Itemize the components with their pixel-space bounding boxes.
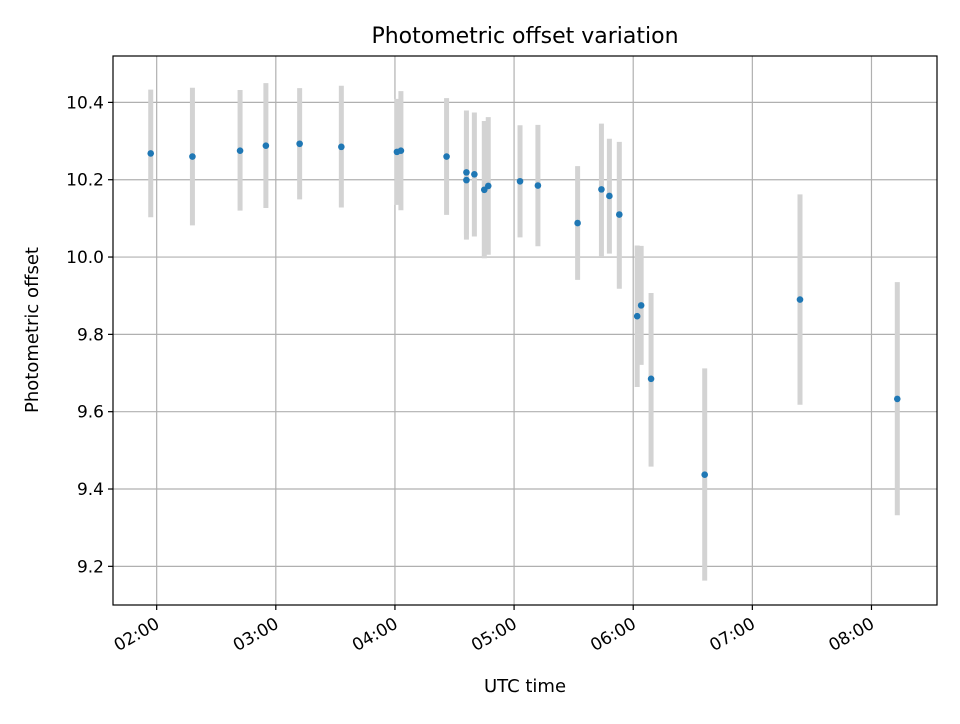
x-tick-label: 07:00	[706, 614, 758, 656]
y-tick-label: 9.4	[77, 480, 104, 500]
data-point	[516, 177, 524, 185]
data-point	[296, 140, 303, 148]
data-point	[189, 153, 196, 160]
x-tick-label: 03:00	[230, 614, 282, 656]
grid-lines	[113, 56, 937, 605]
x-axis-label: UTC time	[484, 676, 566, 697]
data-point	[397, 147, 405, 155]
data-point	[647, 375, 655, 383]
x-tick-label: 04:00	[349, 614, 401, 656]
data-points	[147, 140, 901, 479]
ticks	[108, 101, 873, 610]
y-tick-label: 9.8	[77, 325, 104, 345]
x-tick-label: 08:00	[826, 614, 878, 656]
data-point	[262, 142, 270, 149]
data-point	[616, 211, 623, 218]
data-point	[463, 169, 470, 176]
data-point	[147, 150, 155, 157]
chart-title: Photometric offset variation	[371, 24, 678, 49]
x-tick-label: 06:00	[587, 614, 639, 656]
y-axis-label: Photometric offset	[22, 247, 43, 413]
data-point	[796, 296, 804, 303]
data-point	[484, 182, 492, 190]
data-point	[463, 176, 470, 184]
data-point	[443, 153, 450, 160]
data-point	[534, 182, 542, 189]
y-tick-label: 10.2	[66, 171, 104, 191]
data-point	[338, 143, 345, 151]
plot-frame	[112, 55, 938, 606]
data-point	[471, 171, 478, 178]
data-point	[701, 471, 708, 479]
y-tick-label: 9.2	[77, 557, 104, 577]
y-tick-label: 10.4	[66, 93, 104, 113]
data-point	[598, 186, 605, 193]
data-point	[633, 312, 641, 320]
data-point	[893, 395, 901, 403]
x-tick-label: 02:00	[111, 614, 163, 656]
y-tick-label: 10.0	[66, 248, 104, 268]
data-point	[574, 219, 581, 227]
y-tick-label: 9.6	[77, 403, 104, 423]
data-point	[637, 302, 645, 309]
data-point	[236, 147, 244, 155]
x-tick-label: 05:00	[468, 614, 520, 656]
data-point	[606, 192, 613, 200]
error-bars	[148, 83, 900, 581]
